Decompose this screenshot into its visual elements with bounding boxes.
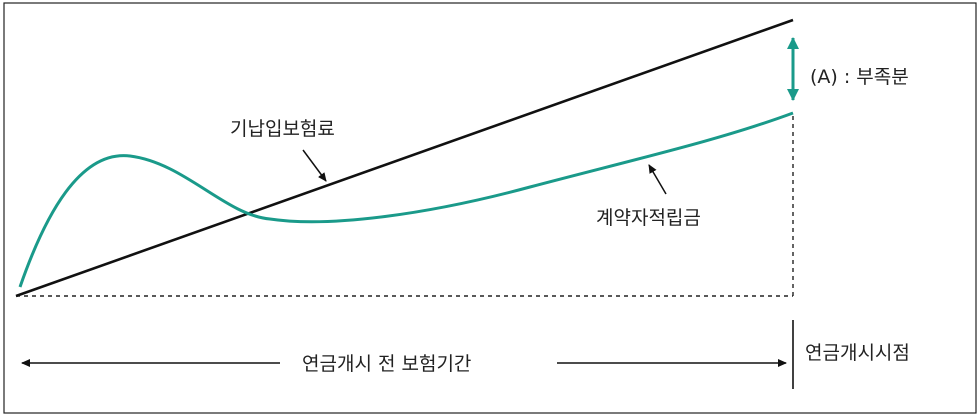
contractor-reserve-curve	[18, 111, 794, 288]
shortfall-label: (A) : 부족분	[810, 66, 909, 88]
frame	[3, 2, 977, 414]
paid-premium-pointer	[302, 149, 327, 182]
reserve-pointer	[648, 164, 667, 195]
annuity-start-label: 연금개시시점	[805, 342, 910, 364]
pre-annuity-period-label: 연금개시 전 보험기간	[302, 353, 471, 375]
contractor-reserve-label: 계약자적립금	[596, 207, 701, 229]
paid-premium-line	[15, 18, 794, 298]
paid-premium-label: 기납입보험료	[230, 118, 335, 140]
